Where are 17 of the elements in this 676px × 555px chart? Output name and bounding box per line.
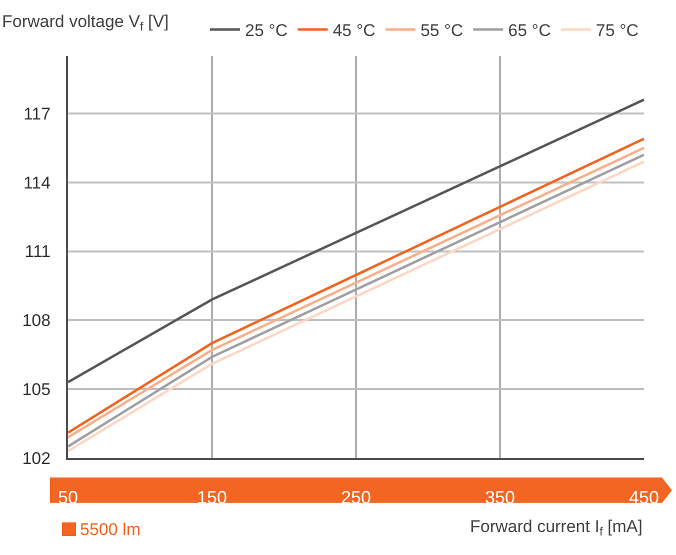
- legend-label: 65 °C: [508, 21, 551, 40]
- y-tick-label: 105: [22, 380, 51, 400]
- y-tick-label: 111: [24, 242, 51, 262]
- y-tick-label: 114: [23, 173, 51, 192]
- legend-label: 45 °C: [332, 21, 376, 40]
- x-tick-label: 350: [484, 488, 516, 508]
- legend-label: 75 °C: [596, 21, 639, 40]
- y-tick-label: 102: [22, 448, 51, 468]
- text: 5500 lm: [80, 520, 140, 539]
- y-axis-title: Forward voltage V$_{f}$ [V]: [2, 12, 169, 34]
- x-tick-label: 450: [628, 488, 660, 508]
- x-tick-label: 50: [58, 488, 78, 508]
- legend-label: 25 °C: [245, 21, 288, 40]
- x-axis-title: Forward current I$_{f}$ [mA]: [470, 517, 642, 539]
- y-tick-label: 117: [23, 104, 51, 124]
- y-tick-label: 108: [22, 311, 51, 330]
- legend-label: 55 °C: [420, 21, 464, 40]
